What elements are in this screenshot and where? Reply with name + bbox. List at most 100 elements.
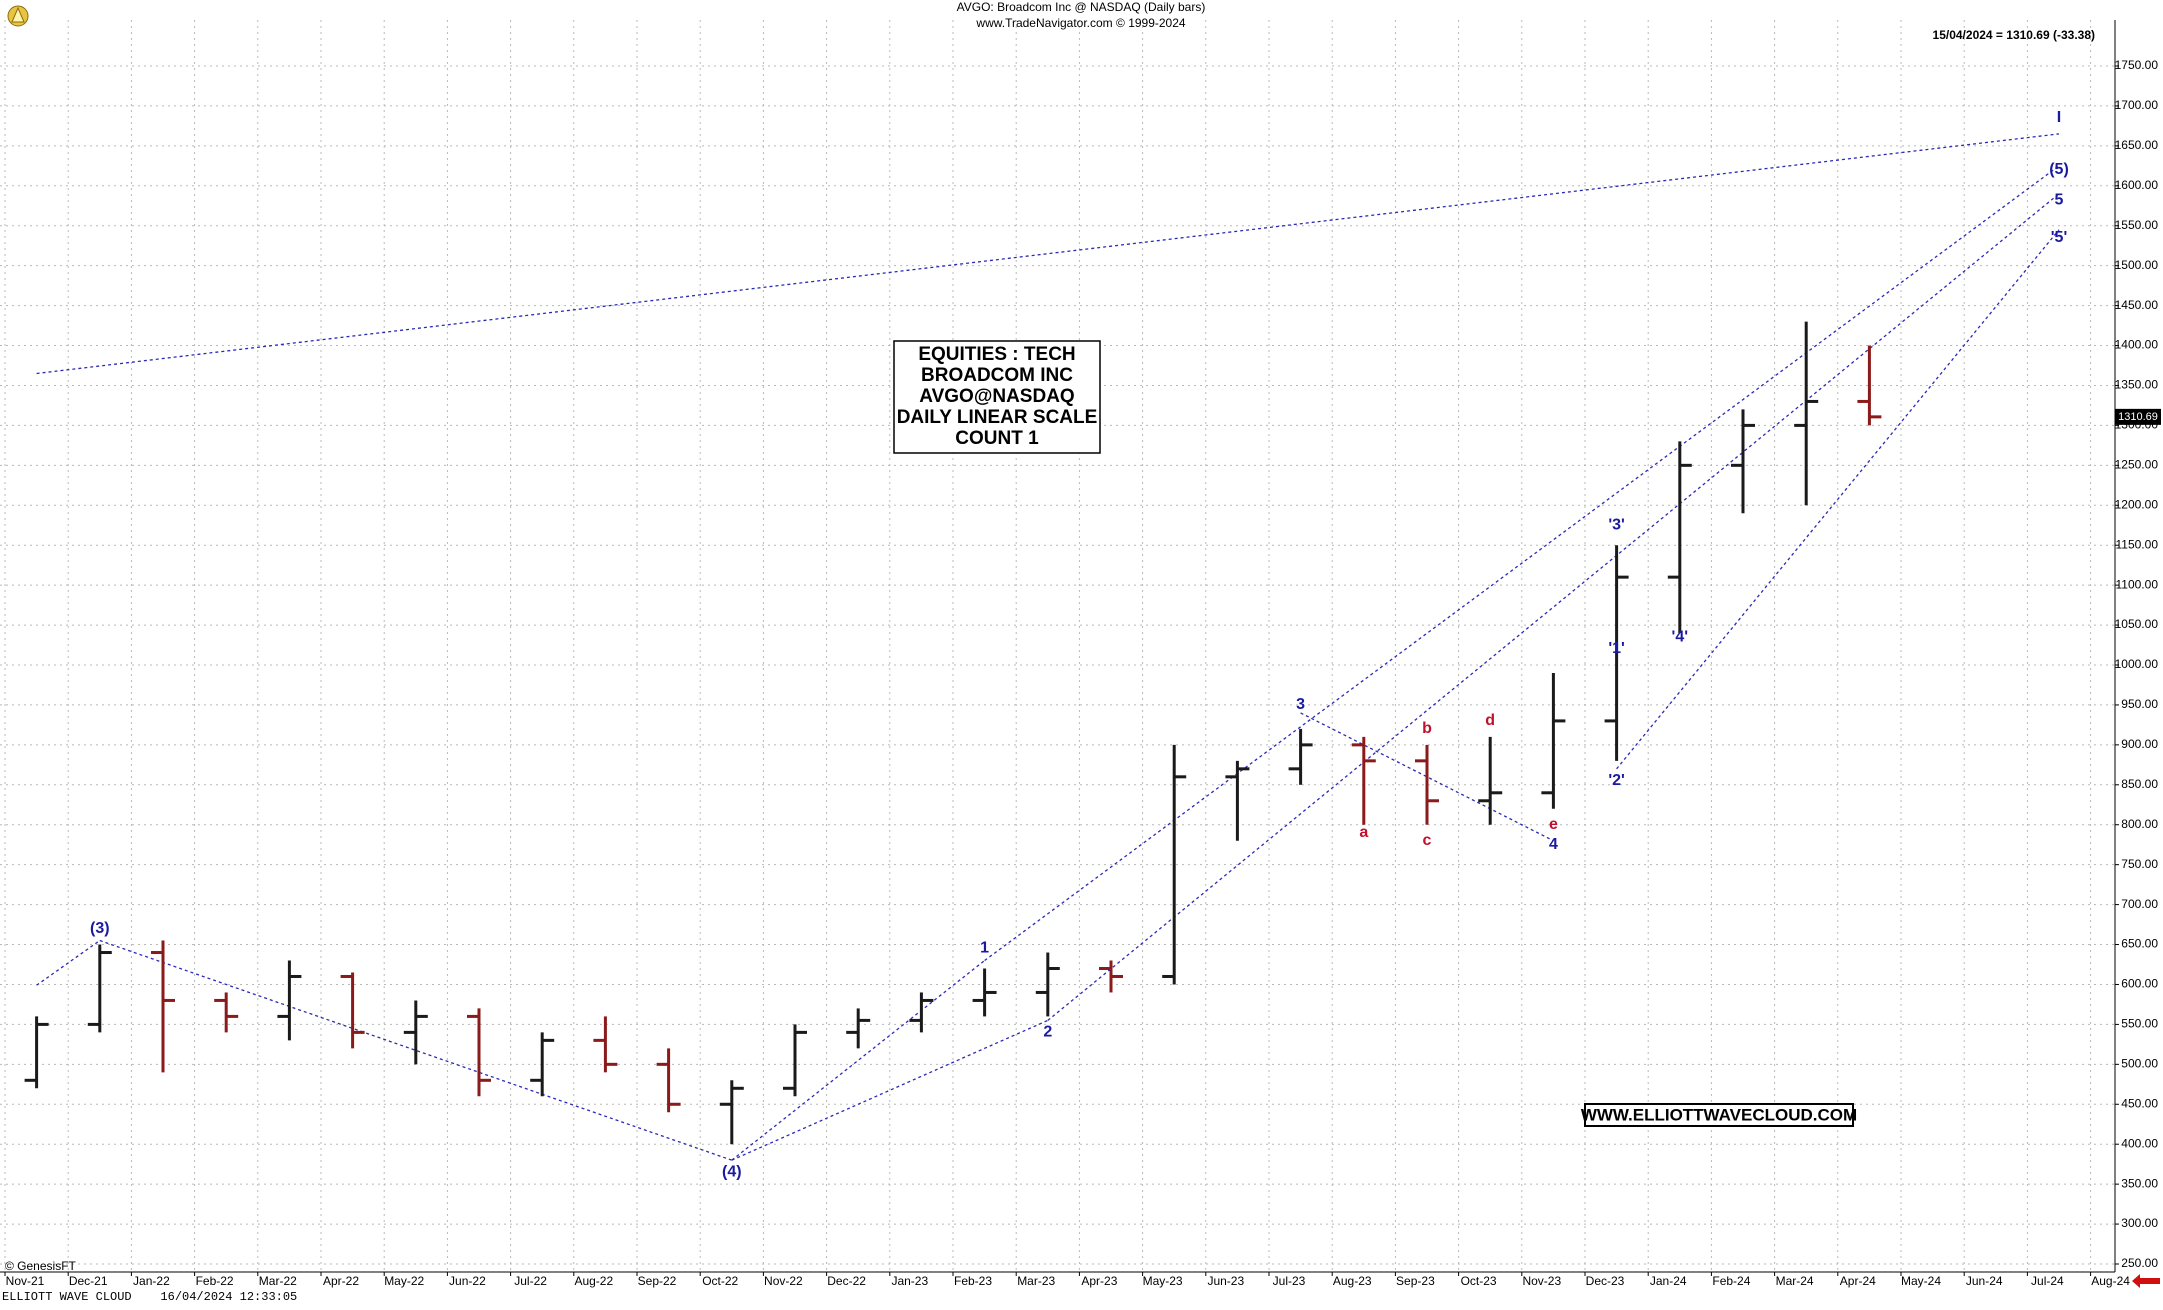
y-tick-label: 1250.00	[2115, 458, 2159, 472]
x-tick-label: Jan-23	[891, 1274, 928, 1288]
trendline	[1616, 229, 2060, 770]
y-tick-label: 950.00	[2121, 697, 2158, 711]
wave-label: 3	[1296, 696, 1305, 713]
y-tick-label: 1550.00	[2115, 218, 2159, 232]
x-tick-label: Apr-23	[1081, 1274, 1117, 1288]
x-tick-label: Jun-23	[1207, 1274, 1244, 1288]
y-tick-label: 300.00	[2121, 1216, 2158, 1230]
y-tick-label: 1100.00	[2116, 577, 2159, 591]
x-tick-label: Dec-23	[1586, 1274, 1625, 1288]
x-tick-label: Mar-22	[259, 1274, 297, 1288]
wave-label: (3)	[90, 920, 110, 937]
wave-label: '5'	[2051, 229, 2068, 246]
x-tick-label: Jul-22	[514, 1274, 547, 1288]
y-tick-label: 1650.00	[2115, 138, 2159, 152]
info-line: BROADCOM INC	[921, 365, 1073, 386]
wave-label: a	[1359, 824, 1368, 841]
x-tick-label: Jan-22	[133, 1274, 170, 1288]
wave-label: '4'	[1672, 628, 1689, 645]
x-tick-label: Feb-24	[1712, 1274, 1750, 1288]
wave-label: '1'	[1608, 640, 1625, 657]
y-tick-label: 800.00	[2121, 817, 2158, 831]
y-tick-label: 350.00	[2121, 1176, 2158, 1190]
wave-label: 5	[2055, 191, 2064, 208]
trendline	[1300, 712, 1554, 842]
y-tick-label: 250.00	[2121, 1256, 2158, 1270]
trendline	[36, 940, 101, 986]
website: WWW.ELLIOTTWAVECLOUD.COM	[1581, 1105, 1857, 1124]
logo	[7, 5, 29, 27]
y-tick-label: 600.00	[2121, 977, 2158, 991]
x-tick-label: Feb-23	[954, 1274, 992, 1288]
info-line: AVGO@NASDAQ	[919, 386, 1074, 407]
x-tick-label: May-24	[1901, 1274, 1941, 1288]
y-tick-label: 1050.00	[2115, 617, 2159, 631]
y-tick-label: 1400.00	[2115, 338, 2159, 352]
wave-label: (4)	[722, 1163, 742, 1180]
y-tick-label: 1500.00	[2115, 258, 2159, 272]
x-tick-label: Jan-24	[1650, 1274, 1687, 1288]
scroll-arrow	[2132, 1274, 2160, 1288]
y-tick-label: 1600.00	[2115, 178, 2159, 192]
x-tick-label: Jun-22	[449, 1274, 486, 1288]
x-tick-label: Nov-23	[1522, 1274, 1561, 1288]
chart-title: AVGO: Broadcom Inc @ NASDAQ (Daily bars)	[957, 0, 1206, 14]
y-tick-label: 1350.00	[2115, 378, 2159, 392]
x-tick-label: Nov-22	[764, 1274, 803, 1288]
x-tick-label: Sep-22	[638, 1274, 677, 1288]
wave-label: '3'	[1608, 516, 1625, 533]
x-tick-label: May-22	[384, 1274, 424, 1288]
wave-label: 2	[1043, 1024, 1052, 1041]
info-line: DAILY LINEAR SCALE	[897, 407, 1098, 428]
trendline-layer	[36, 133, 2060, 1161]
x-tick-label: Dec-22	[827, 1274, 866, 1288]
y-tick-label: 1450.00	[2115, 298, 2159, 312]
x-tick-label: Jul-24	[2031, 1274, 2064, 1288]
x-tick-label: Feb-22	[196, 1274, 234, 1288]
y-tick-label: 900.00	[2121, 737, 2158, 751]
last-price-label: 1310.69	[2118, 411, 2158, 423]
x-tick-label: Sep-23	[1396, 1274, 1435, 1288]
x-tick-label: Aug-23	[1333, 1274, 1372, 1288]
y-tick-label: 1150.00	[2116, 537, 2159, 551]
copyright: © GenesisFT	[5, 1259, 77, 1273]
annotation-layer: (3) (4) 1 2 3 a b c d e 4 '1' '2' '3' '4' I (5) 5 '5'	[90, 109, 2069, 1180]
x-tick-label: Dec-21	[69, 1274, 108, 1288]
y-tick-label: 650.00	[2121, 937, 2158, 951]
bar-layer	[24, 321, 1882, 1145]
x-tick-label: Jul-23	[1273, 1274, 1306, 1288]
last-quote: 15/04/2024 = 1310.69 (-33.38)	[1933, 28, 2095, 42]
y-tick-label: 550.00	[2121, 1017, 2158, 1031]
x-tick-label: Oct-23	[1461, 1274, 1497, 1288]
wave-label: 4	[1549, 836, 1558, 853]
website-box	[1584, 1103, 1854, 1127]
y-tick-label: 1200.00	[2115, 497, 2159, 511]
wave-label: d	[1485, 712, 1495, 729]
x-tick-label: Aug-22	[574, 1274, 613, 1288]
last-price-box	[2115, 408, 2161, 425]
wave-label: I	[2057, 109, 2061, 126]
y-tick-label: 500.00	[2121, 1057, 2158, 1071]
axis-layer: 250.00 300.00 350.00 400.00 450.00 500.00 550.…	[4, 58, 2161, 1288]
info-line: COUNT 1	[955, 428, 1039, 449]
wave-label: c	[1423, 832, 1432, 849]
x-tick-label: Jun-24	[1966, 1274, 2003, 1288]
wave-label: e	[1549, 816, 1558, 833]
y-tick-label: 1750.00	[2115, 58, 2159, 72]
x-tick-label: Nov-21	[6, 1274, 45, 1288]
chart-subtitle: www.TradeNavigator.com © 1999-2024	[975, 16, 1185, 30]
footer: ELLIOTT WAVE CLOUD 16/04/2024 12:33:05	[2, 1290, 297, 1304]
y-tick-label: 850.00	[2121, 777, 2158, 791]
wave-label: (5)	[2049, 161, 2069, 178]
x-tick-label: Apr-22	[323, 1274, 359, 1288]
x-tick-label: Mar-23	[1017, 1274, 1055, 1288]
trendline	[984, 165, 2060, 962]
wave-label: '2'	[1608, 772, 1625, 789]
x-tick-label: Aug-24	[2091, 1274, 2130, 1288]
y-tick-label: 750.00	[2121, 857, 2158, 871]
y-tick-label: 1700.00	[2115, 98, 2159, 112]
wave-label: b	[1422, 720, 1432, 737]
